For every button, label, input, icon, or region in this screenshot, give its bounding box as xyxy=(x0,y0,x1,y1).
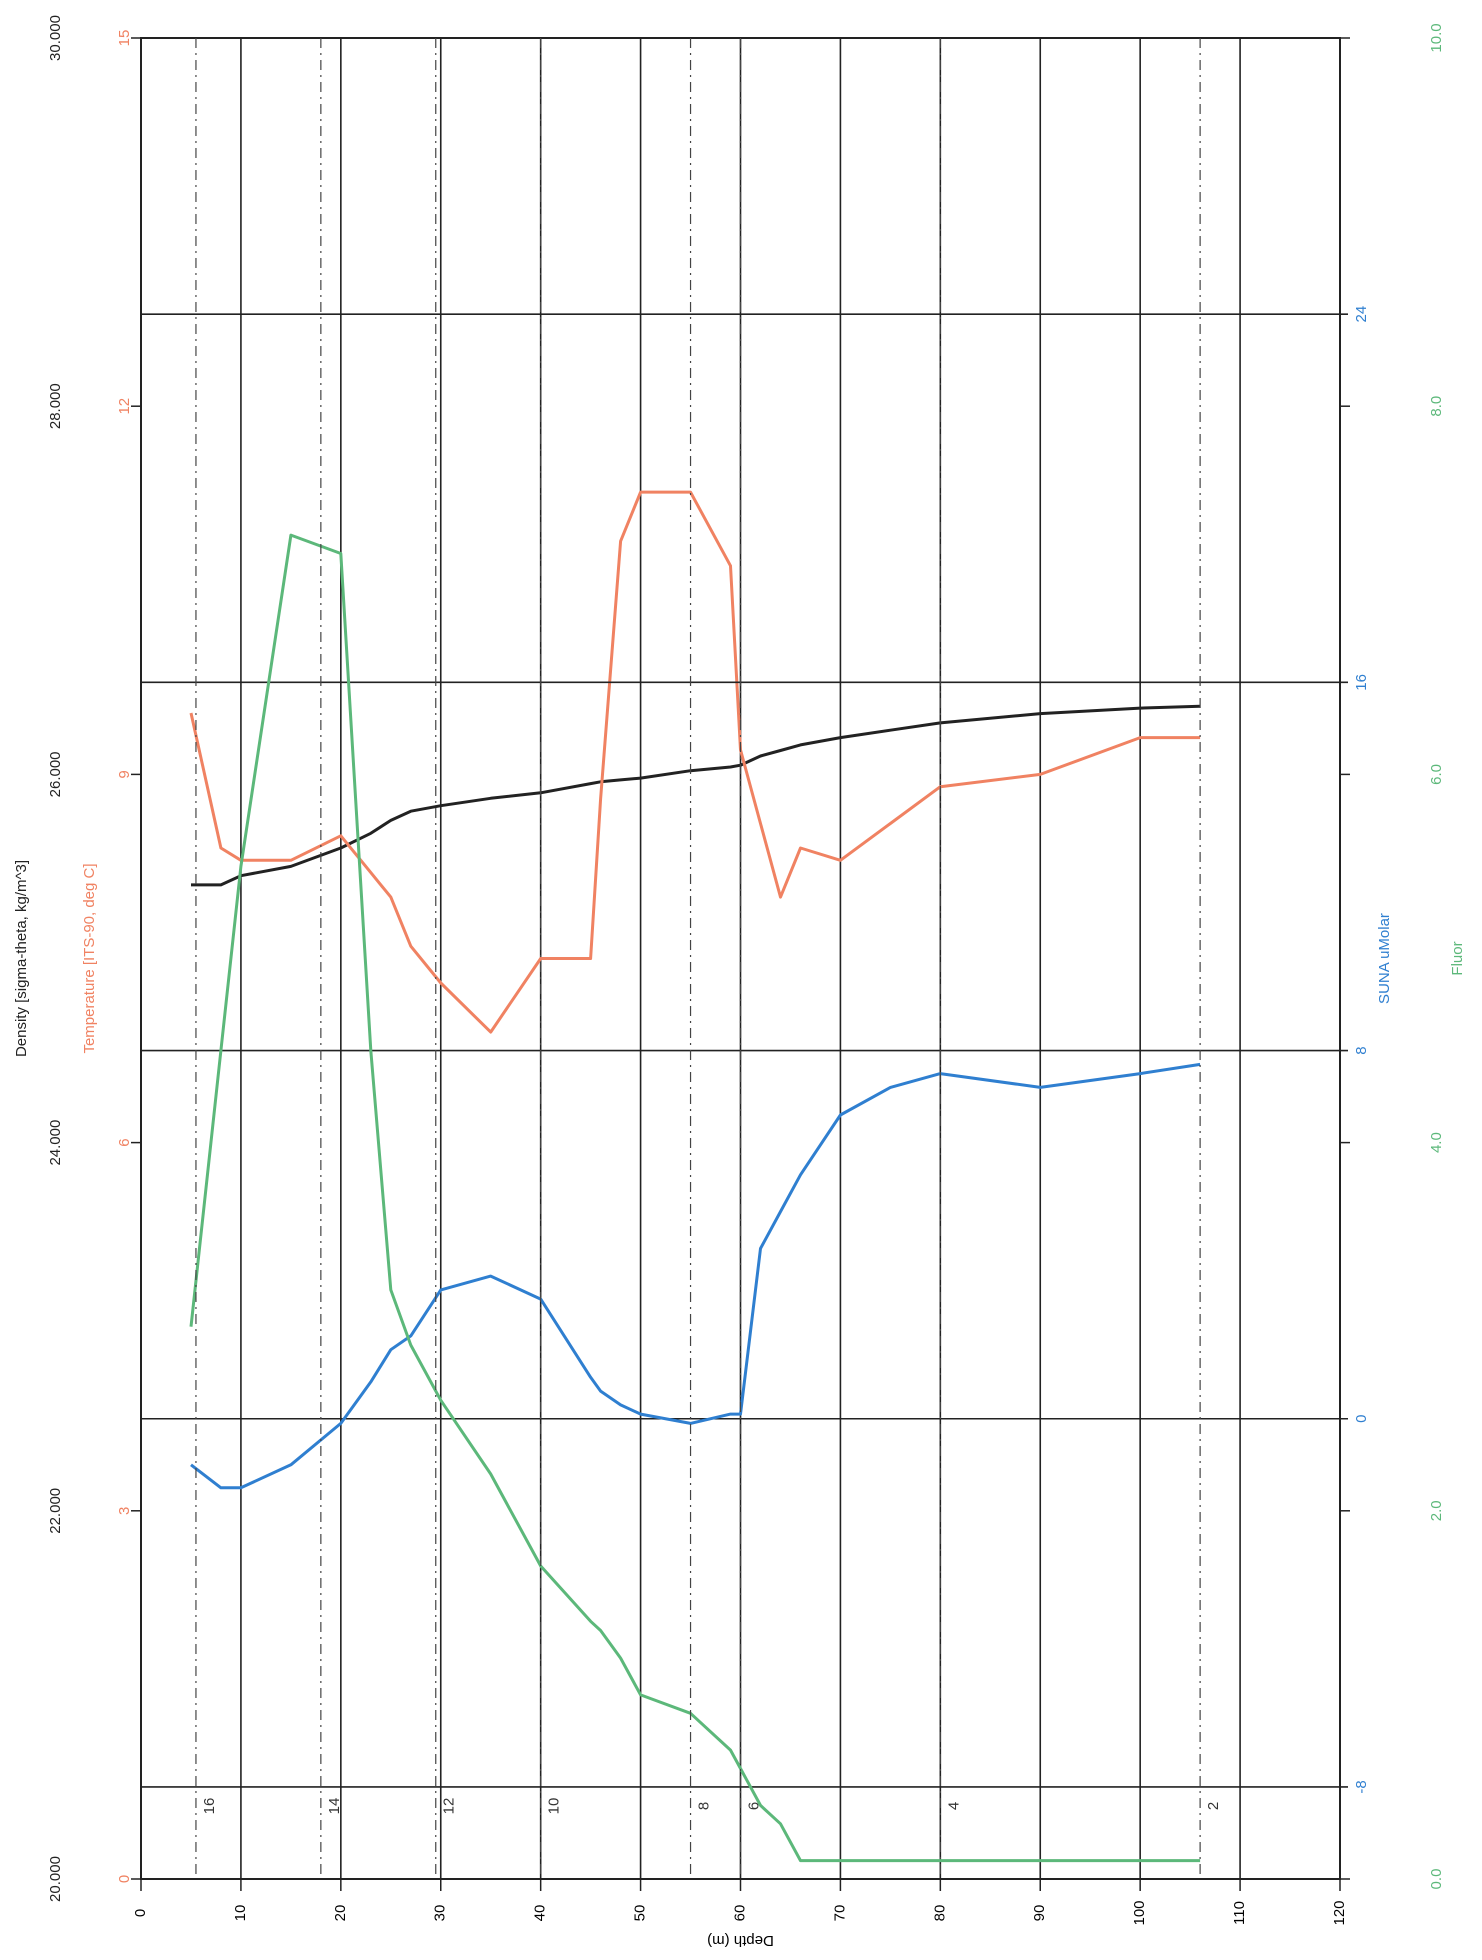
x-tick-label: 40 xyxy=(532,1905,549,1922)
y-axis-label: SUNA uMolar xyxy=(1376,913,1393,1004)
y-tick-label: 30.000 xyxy=(47,15,64,61)
y-tick-label: 9 xyxy=(116,770,133,778)
y-tick-label: -8 xyxy=(1353,1780,1370,1793)
data-line xyxy=(189,533,1201,1863)
bottle-label: 10 xyxy=(546,1798,563,1815)
bottle-label: 2 xyxy=(1205,1802,1222,1810)
x-tick-label: 0 xyxy=(132,1909,149,1917)
y-tick-label: 0 xyxy=(1353,1415,1370,1423)
bottle-label: 4 xyxy=(945,1802,962,1810)
data-line xyxy=(190,1062,1201,1490)
bottle-label: 14 xyxy=(326,1798,343,1815)
y-tick-label: 24.000 xyxy=(47,1120,64,1166)
y-tick-label: 8.0 xyxy=(1428,396,1445,417)
y-tick-label: 0.0 xyxy=(1428,1869,1445,1890)
bottle-label: 12 xyxy=(441,1798,458,1815)
x-tick-label: 10 xyxy=(232,1905,249,1922)
y-tick-label: 22.000 xyxy=(47,1488,64,1534)
y-tick-label: 16 xyxy=(1353,674,1370,691)
x-tick-label: 70 xyxy=(831,1905,848,1922)
y-tick-label: 15 xyxy=(116,30,133,47)
x-tick-label: 20 xyxy=(332,1905,349,1922)
y-tick-label: 2.0 xyxy=(1428,1500,1445,1521)
x-tick-label: 100 xyxy=(1131,1900,1148,1925)
x-tick-label: 80 xyxy=(931,1905,948,1922)
y-axis-label: Temperature [ITS-90, deg C] xyxy=(81,863,98,1053)
y-tick-label: 6 xyxy=(116,1138,133,1146)
x-tick-label: 120 xyxy=(1331,1900,1348,1925)
y-tick-label: 20.000 xyxy=(47,1856,64,1902)
data-line xyxy=(189,490,1201,1034)
x-tick-label: 60 xyxy=(731,1905,748,1922)
data-line xyxy=(191,704,1201,887)
x-tick-label: 30 xyxy=(432,1905,449,1922)
bottle-label: 6 xyxy=(745,1802,762,1810)
y-tick-label: 10.0 xyxy=(1428,23,1445,52)
y-tick-label: 24 xyxy=(1353,306,1370,323)
y-tick-label: 3 xyxy=(116,1507,133,1515)
x-tick-label: 50 xyxy=(632,1905,649,1922)
x-axis-label: Depth (m) xyxy=(707,1932,774,1949)
bottle-label: 8 xyxy=(696,1802,713,1810)
y-tick-label: 28.000 xyxy=(47,383,64,429)
y-tick-label: 4.0 xyxy=(1428,1132,1445,1153)
bottle-label: 16 xyxy=(201,1798,218,1815)
y-axis-label: Fluor xyxy=(1449,941,1466,975)
y-tick-label: 8 xyxy=(1353,1046,1370,1054)
x-tick-label: 110 xyxy=(1231,1901,1248,1925)
x-tick-label: 90 xyxy=(1031,1905,1048,1922)
y-tick-label: 6.0 xyxy=(1428,764,1445,785)
y-tick-label: 12 xyxy=(116,398,133,415)
y-tick-label: 0 xyxy=(116,1875,133,1883)
y-tick-label: 26.000 xyxy=(47,751,64,797)
y-axis-label: Density [sigma-theta, kg/m^3] xyxy=(13,860,30,1057)
